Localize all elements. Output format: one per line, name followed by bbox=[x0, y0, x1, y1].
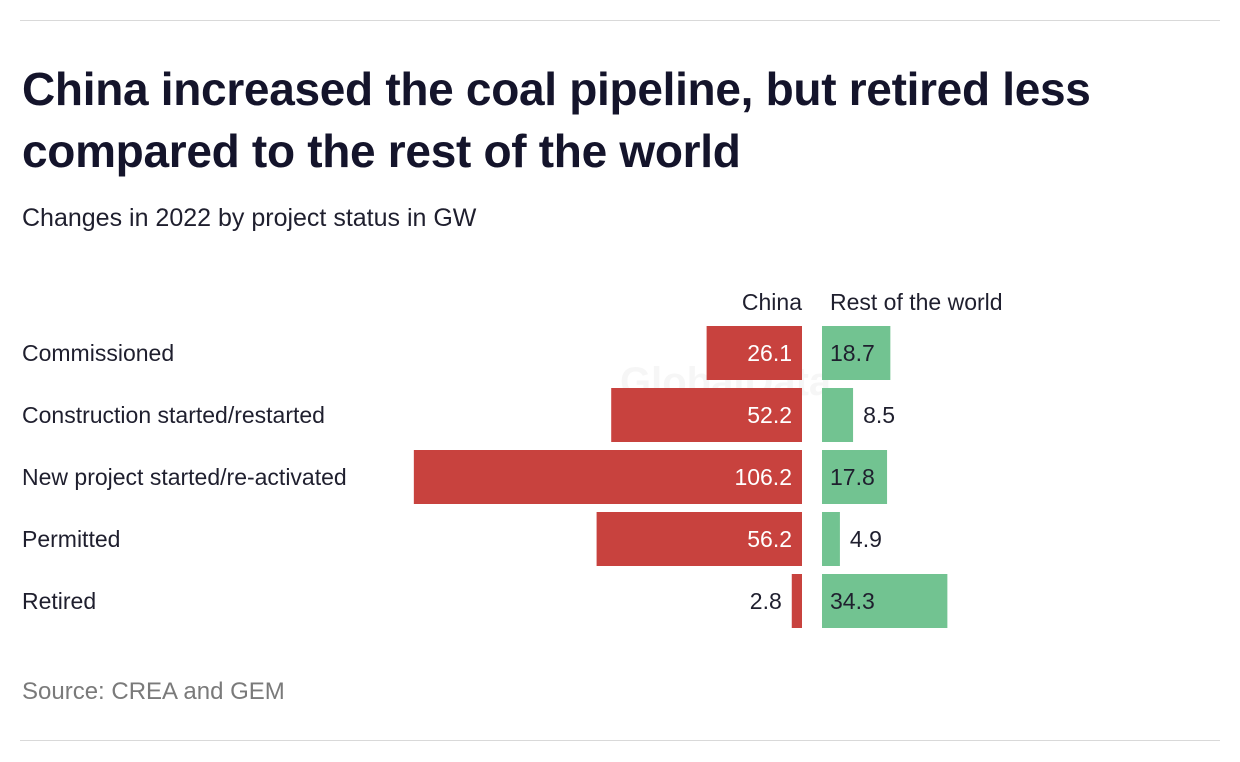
value-label-china: 26.1 bbox=[747, 340, 792, 366]
chart-title: China increased the coal pipeline, but r… bbox=[22, 63, 1091, 177]
bar-china bbox=[413, 450, 802, 504]
value-label-rest-of-world: 17.8 bbox=[830, 464, 875, 490]
bar-rest-of-world bbox=[822, 574, 948, 628]
category-label: Retired bbox=[22, 588, 96, 614]
value-label-china: 52.2 bbox=[747, 402, 792, 428]
value-label-rest-of-world: 4.9 bbox=[850, 526, 882, 552]
bar-rest-of-world bbox=[822, 326, 891, 380]
bar-china bbox=[611, 388, 802, 442]
bar-china bbox=[791, 574, 802, 628]
legend-rest-of-world: Rest of the world bbox=[830, 289, 1003, 315]
category-label: Permitted bbox=[22, 526, 120, 552]
legend-china: China bbox=[742, 289, 802, 315]
bar-rest-of-world bbox=[822, 450, 888, 504]
category-label: New project started/re-activated bbox=[22, 464, 347, 490]
bar-rest-of-world bbox=[822, 512, 840, 566]
source-note: Source: CREA and GEM bbox=[22, 678, 285, 705]
top-divider bbox=[20, 20, 1220, 21]
value-label-china: 106.2 bbox=[734, 464, 792, 490]
category-label: Commissioned bbox=[22, 340, 174, 366]
value-label-china: 56.2 bbox=[747, 526, 792, 552]
value-label-china: 2.8 bbox=[750, 588, 782, 614]
chart-subtitle: Changes in 2022 by project status in GW bbox=[22, 204, 477, 232]
value-label-rest-of-world: 18.7 bbox=[830, 340, 875, 366]
bottom-divider bbox=[20, 740, 1220, 741]
value-label-rest-of-world: 8.5 bbox=[863, 402, 895, 428]
bar-rest-of-world bbox=[822, 388, 854, 442]
category-label: Construction started/restarted bbox=[22, 402, 325, 428]
value-label-rest-of-world: 34.3 bbox=[830, 588, 875, 614]
bar-china bbox=[596, 512, 802, 566]
bar-china bbox=[706, 326, 802, 380]
